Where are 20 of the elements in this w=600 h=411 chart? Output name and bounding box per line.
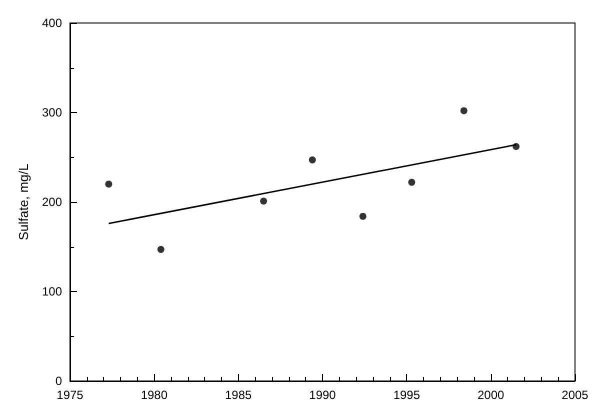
x-tick-label: 1975 (56, 388, 84, 402)
point (359, 212, 366, 220)
y-tick-label: 200 (42, 195, 62, 209)
y-tick-label: 400 (42, 16, 62, 30)
x-tick-label: 1990 (309, 388, 336, 402)
point (157, 246, 164, 253)
point (408, 178, 416, 186)
point (308, 156, 316, 164)
x-tick-label: 1985 (224, 388, 252, 402)
y-tick-label: 100 (42, 284, 62, 298)
x-tick-label: 2005 (562, 388, 589, 402)
y-tick-label: 0 (55, 374, 62, 388)
x-tick-label: 2000 (477, 388, 505, 402)
point (105, 180, 112, 188)
y-tick-label: 300 (42, 106, 62, 120)
point (460, 107, 468, 114)
y-axis-title: Sulfate, mg/L (16, 164, 31, 240)
x-tick-label: 1980 (140, 388, 168, 402)
point (260, 198, 268, 205)
x-tick-label: 1995 (393, 388, 420, 402)
